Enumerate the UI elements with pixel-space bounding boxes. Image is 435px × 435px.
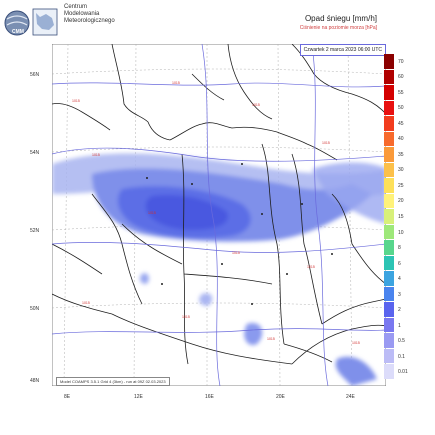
lat-label: 56N — [30, 72, 40, 78]
svg-text:1015: 1015 — [267, 337, 275, 341]
legend-color-box — [384, 333, 394, 348]
legend-value: 60 — [398, 74, 404, 81]
cmm-logo: CMM — [4, 8, 58, 36]
legend-value: 1 — [398, 322, 401, 329]
forecast-timestamp: Czwartek 2 marca 2023 06:00 UTC — [299, 44, 386, 56]
legend-color-box — [384, 178, 394, 193]
isobars — [52, 44, 386, 386]
legend-value: 30 — [398, 167, 404, 174]
lat-label: 50N — [30, 306, 40, 312]
legend-value: 35 — [398, 151, 404, 158]
legend-color-box — [384, 224, 394, 240]
legend-color-box — [384, 193, 394, 209]
svg-text:1015: 1015 — [148, 211, 156, 215]
legend-color-box — [384, 69, 394, 85]
lon-label: 12E — [134, 394, 143, 400]
legend-value: 40 — [398, 136, 404, 143]
legend-color-box — [384, 255, 394, 271]
legend-color-box — [384, 131, 394, 147]
legend-value: 10 — [398, 229, 404, 236]
legend-value: 0.5 — [398, 338, 405, 345]
legend-value: 70 — [398, 58, 404, 65]
legend-color-box — [384, 209, 394, 224]
header: CMM Centrum Modelowania Meteorologiczneg… — [0, 0, 435, 44]
lon-label: 24E — [346, 394, 355, 400]
legend-value: 0.01 — [398, 369, 408, 376]
legend-color-box — [384, 116, 394, 131]
legend-color-box — [384, 302, 394, 317]
svg-text:1015: 1015 — [252, 103, 260, 107]
svg-text:1015: 1015 — [92, 153, 100, 157]
legend-value: 8 — [398, 245, 401, 252]
lon-label: 16E — [205, 394, 214, 400]
svg-text:1015: 1015 — [82, 301, 90, 305]
pressure-labels: 1015 1015 1015 1015 1015 1015 1015 1015 … — [72, 81, 360, 345]
svg-text:1015: 1015 — [182, 315, 190, 319]
org-line: Modelowania — [64, 11, 100, 17]
map-subtitle: Ciśnienie na poziomie morza [hPa] — [299, 25, 377, 31]
org-line: Centrum — [64, 4, 88, 10]
legend-value: 50 — [398, 105, 404, 112]
svg-text:1015: 1015 — [322, 141, 330, 145]
legend-color-box — [384, 271, 394, 286]
svg-text:1015: 1015 — [307, 265, 315, 269]
legend-value: 2 — [398, 307, 401, 314]
map-title: Opad śniegu [mm/h] — [304, 14, 377, 23]
legend-value: 15 — [398, 214, 404, 220]
model-info-footer: Model COAMPS 3.5.1 Grid 4 (3km) - run at… — [56, 377, 170, 386]
legend-color-box — [384, 348, 394, 364]
lon-label: 8E — [64, 394, 71, 400]
city-markers — [146, 163, 333, 305]
map-canvas: 1015 1015 1015 1015 1015 1015 1015 1015 … — [52, 44, 386, 386]
legend-value: 55 — [398, 89, 404, 96]
legend-color-box — [384, 100, 394, 116]
legend-color-box — [384, 147, 394, 162]
legend-color-box — [384, 54, 394, 69]
legend-value: 3 — [398, 291, 401, 298]
legend-value: 0.1 — [398, 353, 405, 360]
legend-color-box — [384, 317, 394, 333]
legend-value: 6 — [398, 260, 401, 267]
forecast-map[interactable]: 1015 1015 1015 1015 1015 1015 1015 1015 … — [52, 44, 386, 386]
legend-color-box — [384, 364, 394, 379]
legend-value: 25 — [398, 182, 404, 189]
lat-label: 52N — [30, 228, 40, 234]
legend-value: 4 — [398, 276, 401, 283]
legend-color-box — [384, 85, 394, 100]
legend-value: 20 — [398, 198, 404, 205]
svg-text:1015: 1015 — [72, 99, 80, 103]
svg-text:1015: 1015 — [172, 81, 180, 85]
legend-color-box — [384, 162, 394, 178]
snowfall-legend — [384, 54, 396, 380]
legend-color-box — [384, 240, 394, 255]
svg-text:CMM: CMM — [12, 29, 24, 35]
svg-text:1015: 1015 — [232, 251, 240, 255]
lat-label: 48N — [30, 378, 40, 384]
svg-text:1015: 1015 — [352, 341, 360, 345]
lat-label: 54N — [30, 150, 40, 156]
org-line: Meteorologicznego — [64, 18, 115, 24]
lon-label: 20E — [276, 394, 285, 400]
borders — [52, 44, 386, 365]
organization-name: Centrum Modelowania Meteorologicznego — [64, 4, 115, 25]
legend-color-box — [384, 286, 394, 302]
legend-value: 45 — [398, 120, 404, 127]
